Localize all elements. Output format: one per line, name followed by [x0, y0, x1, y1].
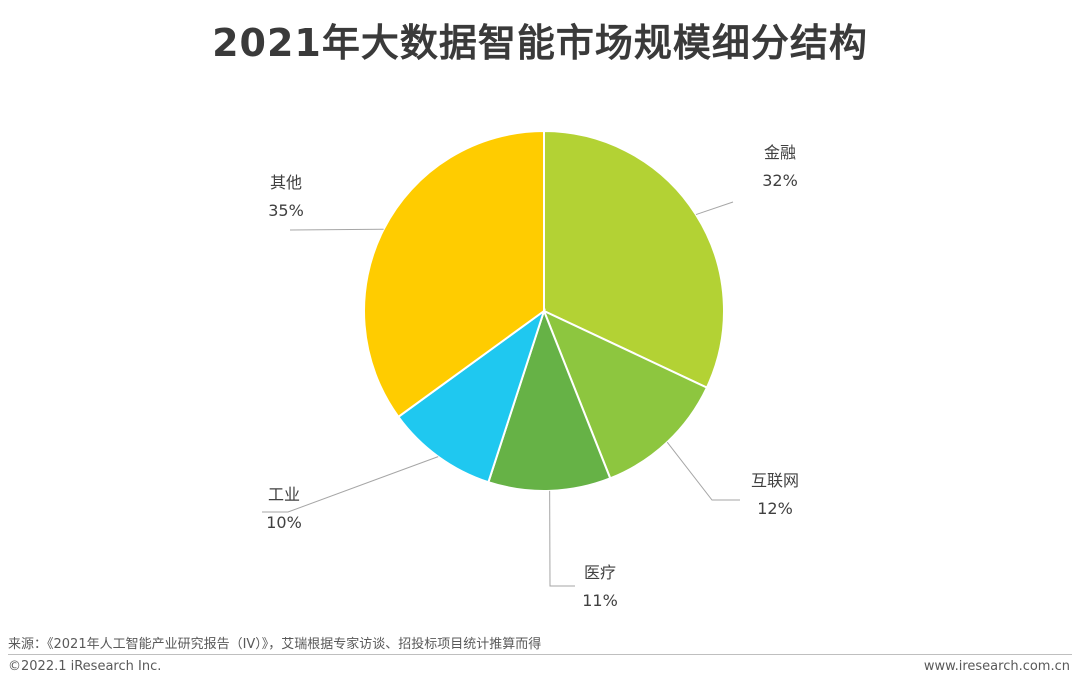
leader-line-4	[262, 456, 439, 513]
slice-category-label: 其他	[270, 173, 302, 192]
copyright-text: ©2022.1 iResearch Inc.	[8, 659, 162, 674]
leader-line-2	[666, 441, 740, 501]
leader-lines	[262, 201, 740, 587]
slice-value-label: 35%	[268, 201, 304, 220]
leader-line-1	[695, 201, 734, 216]
slice-category-label: 互联网	[751, 471, 799, 490]
slice-value-label: 11%	[582, 591, 618, 610]
chart-title: 2021年大数据智能市场规模细分结构	[212, 21, 868, 65]
source-note: 来源：《2021年人工智能产业研究报告（IV）》，艾瑞根据专家访谈、招投标项目统…	[8, 637, 542, 652]
slice-category-label: 工业	[268, 485, 300, 504]
footer-divider	[8, 654, 1072, 655]
slice-value-label: 12%	[757, 499, 793, 518]
slice-category-label: 医疗	[584, 563, 616, 582]
slice-category-label: 金融	[764, 143, 796, 162]
pie-slice-1	[543, 129, 725, 389]
pie-slice-5	[363, 129, 545, 419]
website-link[interactable]: www.iresearch.com.cn	[923, 659, 1070, 674]
leader-line-3	[549, 490, 575, 587]
pie-slice-3	[487, 308, 612, 492]
leader-line-5	[289, 228, 384, 231]
slice-value-label: 10%	[266, 513, 302, 532]
slice-labels: 金融 32% 互联网 12% 医疗 11% 工业 10% 其他 35%	[266, 143, 799, 610]
slice-value-label: 32%	[762, 171, 798, 190]
pie-slice-2	[542, 309, 709, 480]
pie-slices	[363, 129, 725, 492]
pie-slice-4	[396, 308, 546, 484]
